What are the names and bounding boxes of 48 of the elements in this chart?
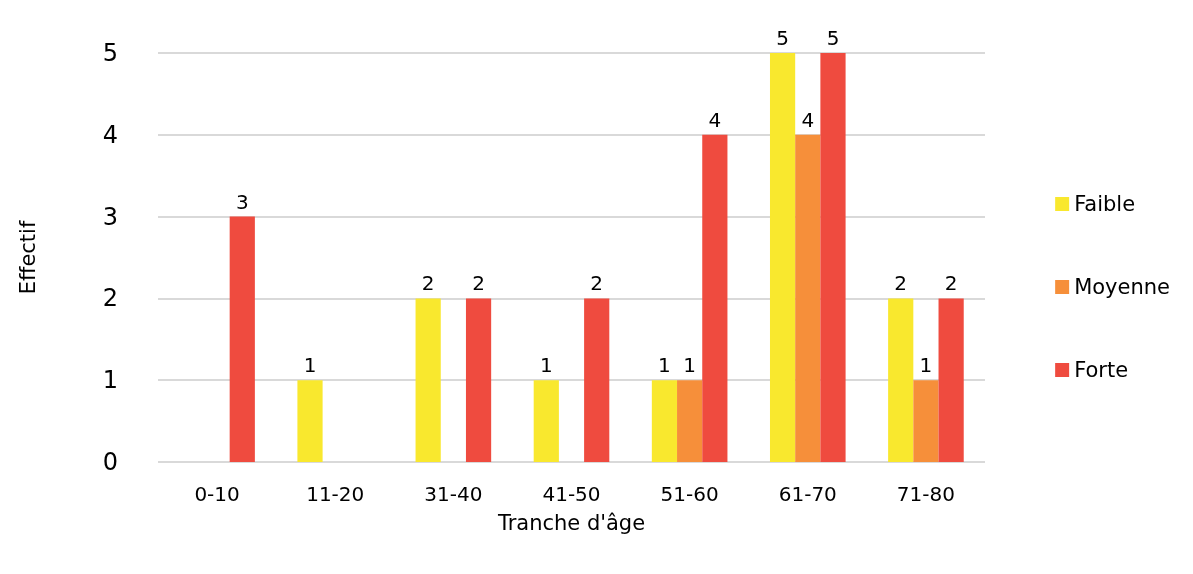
bar [820, 53, 846, 462]
bar [888, 298, 914, 462]
data-label: 1 [303, 353, 317, 378]
bar [702, 134, 728, 462]
bar [297, 380, 323, 462]
y-tick-label: 4 [102, 120, 118, 149]
y-tick-label: 5 [102, 39, 118, 67]
y-tick-label: 3 [102, 202, 118, 231]
y-tick-label: 2 [102, 284, 118, 313]
x-tick-label: 0-10 [194, 482, 240, 506]
data-label: 1 [658, 353, 671, 378]
x-axis-title: Tranche d'âge [496, 510, 646, 535]
data-label: 2 [944, 271, 958, 296]
y-axis-title: Effectif [15, 220, 40, 295]
data-label: 2 [472, 271, 485, 296]
data-label: 5 [776, 26, 789, 50]
x-tick-label: 51-60 [660, 482, 719, 506]
x-tick-label: 61-70 [778, 482, 837, 506]
bar [415, 298, 441, 462]
data-label: 5 [826, 26, 840, 50]
data-label: 2 [590, 271, 604, 296]
data-label: 1 [683, 353, 697, 378]
bar [677, 380, 703, 462]
legend-label: Faible [1074, 192, 1136, 216]
data-label: 1 [919, 353, 933, 378]
data-label: 4 [801, 107, 815, 132]
bar [584, 298, 610, 462]
bar [769, 53, 796, 462]
bar [938, 298, 964, 462]
x-tick-label: 41-50 [542, 482, 601, 506]
y-tick-label: 1 [102, 366, 118, 395]
bar [913, 380, 939, 462]
x-tick-label: 31-40 [424, 482, 483, 506]
data-label: 2 [894, 271, 908, 296]
bar [795, 134, 821, 462]
x-tick-label: 71-80 [896, 482, 955, 506]
data-label: 1 [539, 353, 553, 378]
bar [229, 216, 255, 462]
data-label: 4 [708, 107, 722, 132]
data-label: 2 [421, 271, 435, 296]
y-tick-label: 0 [102, 448, 118, 476]
legend-label: Moyenne [1074, 275, 1171, 299]
bar [465, 298, 492, 462]
x-tick-label: 11-20 [306, 482, 365, 506]
legend-label: Forte [1074, 358, 1129, 382]
data-label: 3 [235, 189, 249, 214]
bar [533, 380, 559, 462]
bar [651, 380, 678, 462]
